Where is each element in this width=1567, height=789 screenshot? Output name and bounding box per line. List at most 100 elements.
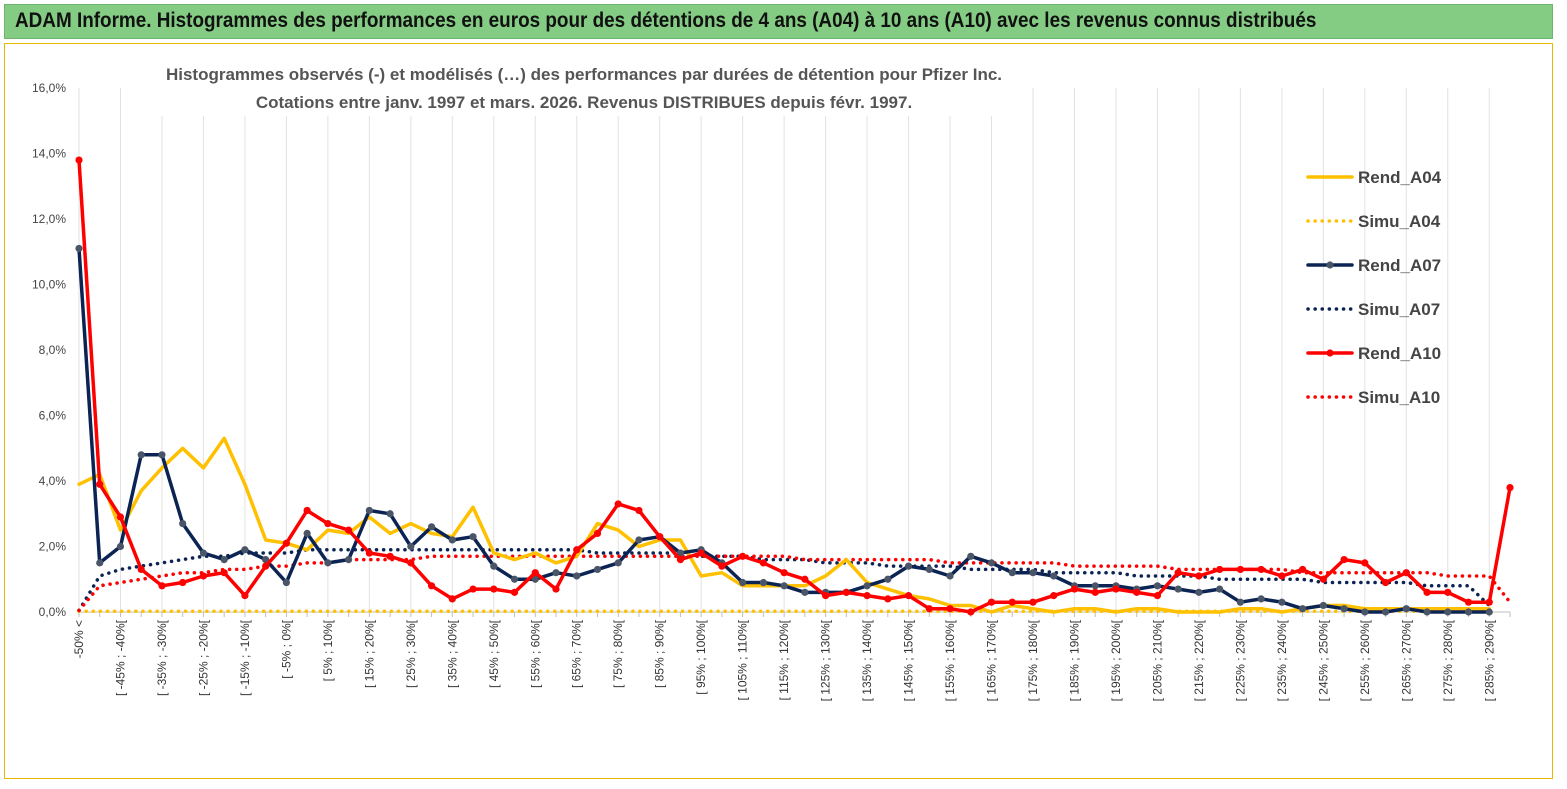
data-point [282,578,290,587]
data-point [842,588,850,596]
data-point [967,552,975,560]
x-tick-label: [ 275% ; 280%[ [1441,619,1455,701]
data-point [925,605,933,613]
data-point [552,585,560,593]
x-tick-label: [ 135% ; 140%[ [860,619,874,701]
x-tick-label: [ 95% ; 100%[ [694,619,708,694]
data-point [1195,588,1203,596]
data-point [759,578,767,587]
x-tick-label: [ -5% ; 0%[ [279,619,293,678]
series-line-simu-a10 [77,554,1512,613]
data-point [1485,608,1493,616]
data-point [1319,575,1327,583]
data-point [718,562,726,570]
data-point [199,572,208,580]
x-tick-label: [ 235% ; 240%[ [1275,619,1289,701]
data-point [1174,569,1182,577]
chart-title-line-2: Cotations entre janv. 1997 et mars. 2026… [256,93,912,112]
chart-frame [4,43,1553,779]
data-point [75,156,83,164]
data-point [1257,595,1265,603]
data-point [1299,605,1307,613]
data-point [801,588,809,596]
chart-title: Histogrammes observés (-) et modélisés (… [150,60,1018,116]
data-point [946,605,954,613]
data-point [1278,572,1286,580]
data-point [1236,565,1244,574]
data-point [1112,585,1120,593]
data-point [1029,569,1037,577]
data-point [635,506,643,515]
data-point [137,565,145,574]
data-point [656,533,664,541]
x-tick-label: [ 105% ; 110%[ [736,619,750,700]
data-point [179,578,187,587]
data-point [262,562,270,570]
data-point [407,559,415,567]
x-tick-label: [ 215% ; 220%[ [1192,619,1206,701]
data-point [801,575,809,583]
x-tick-label: [ 225% ; 230%[ [1233,619,1247,701]
legend-marker [1326,261,1334,269]
data-point [904,562,913,570]
data-point [1070,585,1079,593]
x-tick-label: [ 15% ; 20%[ [362,619,376,688]
x-tick-label: [ 285% ; 290%[ [1482,619,1496,701]
series-line-simu-a07 [77,548,1492,613]
data-point [925,565,933,574]
data-point [1340,556,1348,564]
chart-title-line-1: Histogrammes observés (-) et modélisés (… [166,65,1002,84]
data-point [1423,608,1431,616]
x-tick-label: [ 115% ; 120%[ [777,619,791,700]
x-tick-label: [ 65% ; 70%[ [570,619,584,688]
data-point [1423,588,1431,596]
data-point [1278,598,1286,606]
x-tick-label: [ -35% ; -30%[ [155,619,169,696]
data-point [573,546,581,554]
data-point [780,569,788,577]
x-tick-label: [ 145% ; 150%[ [902,619,916,701]
data-point [531,569,539,577]
data-point [179,519,187,528]
data-point [1153,592,1162,600]
data-point [241,546,249,554]
data-point [1008,598,1016,606]
data-point [531,575,539,583]
data-point [1485,598,1493,606]
x-tick-label: [ 175% ; 180%[ [1026,619,1040,701]
legend-label: Rend_A04 [1358,168,1442,187]
legend-label: Simu_A10 [1358,388,1440,407]
data-point [1444,588,1452,596]
data-point [303,506,311,515]
x-tick-label: [ 255% ; 260%[ [1358,619,1372,701]
x-tick-label: [ 75% ; 80%[ [611,619,625,688]
data-point [199,549,208,557]
data-point [593,565,602,574]
data-point [469,585,477,593]
data-point [1381,578,1390,587]
y-tick-label: 12,0% [32,212,66,226]
data-point [1091,588,1099,596]
legend: Rend_A04 Simu_A04 Rend_A07 Simu_A07 Rend_A10… [1306,168,1442,407]
data-point [739,552,747,560]
data-point [116,542,125,551]
data-point [573,572,581,580]
data-point [1464,598,1473,606]
x-tick-label: -50% < [72,620,86,658]
data-point [884,595,892,603]
data-point [1133,588,1141,596]
series-layer [75,156,1514,616]
data-point [614,500,622,508]
data-point [863,582,871,590]
data-point [303,529,311,538]
x-tick-label: [ -25% ; -20%[ [196,619,210,696]
data-point [1299,565,1307,574]
data-point [987,598,996,606]
data-point [448,536,456,544]
series-line-rend-a10 [77,158,1512,614]
data-point [386,552,394,560]
data-point [697,549,705,557]
data-point [1257,565,1265,574]
y-tick-label: 8,0% [39,343,67,357]
x-tick-label: [ 85% ; 90%[ [653,619,667,688]
